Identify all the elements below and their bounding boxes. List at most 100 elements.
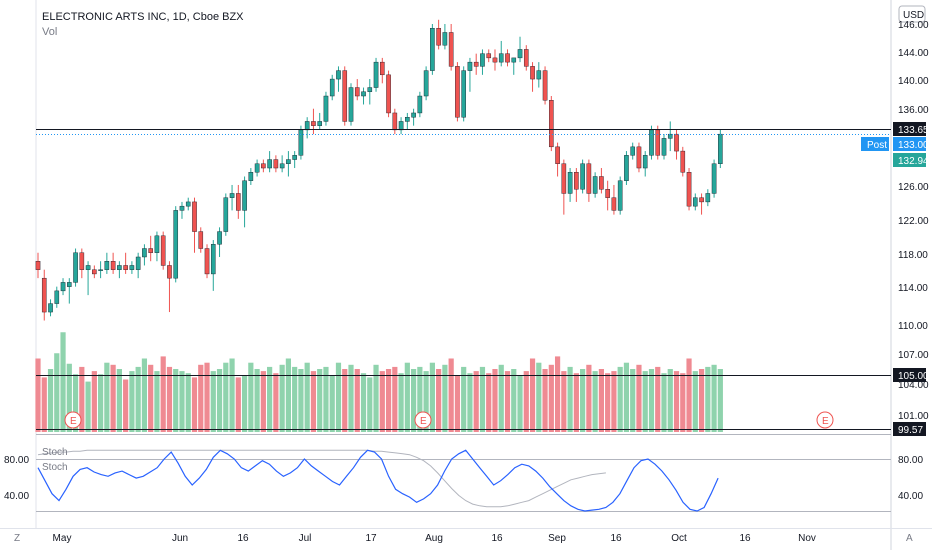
level-tag-133-65[interactable]: 133.65: [893, 122, 929, 136]
candle-body: [536, 70, 542, 80]
volume-bars: [35, 332, 723, 432]
volume-bar: [379, 371, 385, 432]
volume-bar: [260, 371, 266, 432]
svg-text:105.00: 105.00: [898, 371, 929, 382]
price-tick-label: 107.00: [898, 350, 929, 361]
volume-bar: [104, 362, 110, 432]
volume-bar: [661, 373, 667, 432]
volume-bar: [605, 373, 611, 432]
auto-scale-button[interactable]: A: [906, 533, 913, 544]
stochastic-lines: [37, 449, 719, 512]
candle-body: [198, 231, 204, 249]
last-price-tag[interactable]: 132.94: [893, 153, 929, 167]
timezone-button[interactable]: Z: [14, 533, 20, 544]
candle-body: [254, 163, 260, 173]
candle-body: [373, 61, 379, 88]
time-tick-label: Sep: [548, 533, 566, 544]
candle-body: [98, 269, 103, 271]
candle-body: [380, 61, 385, 76]
candle-body: [298, 129, 304, 156]
candle-body: [417, 95, 423, 114]
earnings-marker-1[interactable]: E: [64, 411, 82, 429]
candle-body: [523, 49, 529, 67]
volume-bar: [611, 371, 617, 432]
volume-bar: [479, 366, 486, 432]
time-tick-label: Oct: [671, 533, 687, 544]
volume-bar: [392, 366, 398, 432]
candle-body: [311, 121, 316, 126]
candle-body: [41, 277, 47, 313]
price-tick-label: 136.00: [898, 105, 929, 116]
price-candles: [35, 19, 723, 321]
price-tick-label: 144.00: [898, 48, 929, 59]
volume-bar: [598, 369, 604, 432]
candle-body: [367, 87, 373, 92]
price-tick-label: 146.00: [898, 20, 929, 31]
volume-bar: [630, 369, 636, 432]
stoch-left-tick-80: 80.00: [4, 455, 29, 466]
candle-body: [430, 28, 435, 71]
volume-bar: [592, 371, 598, 432]
volume-bar: [617, 366, 623, 432]
volume-bar: [285, 358, 291, 432]
candle-body: [599, 176, 604, 190]
earnings-marker-2[interactable]: E: [414, 411, 432, 429]
volume-bar: [342, 369, 348, 432]
candle-body: [261, 163, 266, 169]
candle-body: [292, 155, 297, 160]
candle-body: [323, 95, 329, 122]
price-tick-label: 110.00: [898, 321, 928, 332]
candle-body: [336, 70, 341, 80]
volume-bar: [442, 364, 448, 432]
volume-bar: [66, 363, 72, 432]
volume-bar: [35, 358, 41, 432]
candle-body: [455, 66, 460, 118]
price-tick-label: 126.00: [898, 182, 929, 193]
candle-body: [66, 282, 72, 287]
candle-body: [167, 265, 172, 279]
time-tick-label: 16: [739, 533, 751, 544]
candle-body: [586, 163, 592, 194]
volume-bar: [335, 362, 342, 432]
price-axis[interactable]: 146.00 144.00 140.00 136.00 126.00 122.00 118.…: [898, 20, 929, 422]
candle-body: [574, 172, 579, 190]
volume-legend-label: Vol: [42, 26, 57, 38]
volume-bar: [173, 369, 179, 432]
candle-body: [592, 176, 598, 194]
volume-bar: [461, 366, 467, 432]
volume-tag-upper[interactable]: 105.00: [893, 368, 929, 382]
volume-bar: [216, 369, 223, 432]
volume-tag-lower[interactable]: 99.57: [893, 422, 926, 436]
post-tag[interactable]: Post 133.00: [861, 137, 929, 151]
volume-bar: [423, 371, 429, 432]
volume-bar: [398, 373, 404, 432]
volume-bar: [354, 369, 360, 432]
candle-body: [624, 155, 629, 181]
candle-body: [655, 129, 661, 156]
volume-bar: [492, 369, 498, 432]
volume-bar: [523, 371, 529, 432]
volume-bar: [154, 371, 160, 432]
candle-body: [405, 116, 410, 122]
time-axis[interactable]: May Jun 16 Jul 17 Aug 16 Sep 16 Oct 16 Nov: [53, 533, 816, 544]
candle-body: [442, 32, 448, 46]
currency-button[interactable]: USD: [898, 5, 926, 23]
time-tick-label: 16: [237, 533, 249, 544]
candle-body: [661, 138, 667, 156]
volume-bar: [79, 366, 85, 432]
candle-body: [48, 303, 53, 313]
volume-bar: [667, 369, 673, 432]
candle-body: [636, 146, 642, 169]
time-tick-label: 16: [491, 533, 503, 544]
candle-body: [35, 261, 41, 270]
candle-body: [542, 70, 548, 101]
volume-bar: [498, 364, 504, 432]
price-tick-label: 114.00: [898, 283, 928, 294]
candle-body: [473, 61, 479, 67]
candle-body: [129, 265, 135, 270]
earnings-marker-3[interactable]: E: [816, 411, 834, 429]
candle-body: [92, 269, 97, 275]
volume-bar: [360, 373, 367, 432]
volume-bar: [323, 366, 329, 432]
